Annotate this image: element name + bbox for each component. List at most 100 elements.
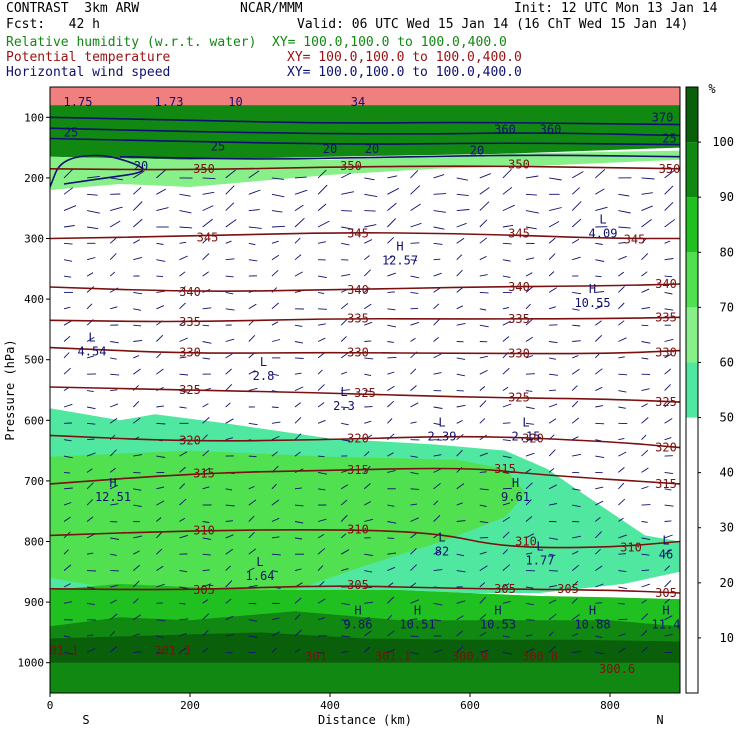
wind-arrow <box>202 521 210 523</box>
wind-arrow <box>502 386 509 391</box>
wind-arrow <box>410 517 419 522</box>
wind-arrow <box>364 255 370 261</box>
wind-arrow <box>318 308 327 310</box>
wind-arrow <box>572 324 581 327</box>
wind-arrow <box>410 242 420 244</box>
wind-arrow <box>248 226 262 229</box>
wind-arrow <box>502 367 510 375</box>
wind-arrow <box>179 618 189 621</box>
wind-arrow <box>110 553 117 556</box>
wind-arrow <box>109 631 116 637</box>
x-axis-right-label: N <box>656 713 663 727</box>
field-rh-xy: XY= 100.0,100.0 to 100.0,400.0 <box>272 35 507 50</box>
wind-arrow <box>479 324 489 328</box>
valid-time: Valid: 06 UTC Wed 15 Jan 14 (16 ChT Wed … <box>297 17 689 32</box>
wind-arrow <box>202 357 210 360</box>
wind-arrow <box>340 352 349 359</box>
wind-arrow <box>433 226 445 230</box>
wind-arrow <box>664 549 672 555</box>
wind-arrow <box>63 352 70 359</box>
wind-arrow <box>294 386 304 392</box>
wind-arrow <box>456 502 463 506</box>
isentrope-330 <box>50 346 680 355</box>
wind-arrow <box>317 518 327 522</box>
wind-arrow <box>664 471 674 475</box>
wind-arrow <box>618 498 626 506</box>
colorbar-segment <box>686 142 698 198</box>
wind-arrow <box>433 272 442 277</box>
wind-arrow <box>179 241 187 244</box>
extremum-marker: H <box>414 603 421 617</box>
wind-arrow <box>341 422 349 426</box>
wind-arrow <box>502 307 509 310</box>
wind-arrow <box>456 373 465 377</box>
wind-arrow <box>86 272 94 277</box>
wind-arrow <box>479 521 489 524</box>
wind-arrow <box>641 504 651 506</box>
wind-arrow <box>225 580 233 588</box>
wind-arrow <box>456 305 463 310</box>
wind-arrow <box>549 503 558 506</box>
wind-arrow <box>433 258 441 261</box>
wind-arrow <box>387 371 395 375</box>
wind-arrow <box>549 341 558 344</box>
extremum-marker: H <box>589 603 596 617</box>
wind-arrow <box>294 357 304 359</box>
wind-arrow <box>479 471 487 473</box>
wind-arrow <box>410 222 422 228</box>
wind-arrow <box>410 307 419 310</box>
wind-arrow <box>109 237 117 244</box>
wind-arrow <box>387 552 396 555</box>
wind-arrow <box>132 201 143 211</box>
wind-arrow <box>456 237 465 244</box>
wind-arrow <box>571 385 578 391</box>
wind-contour-1 <box>50 127 680 137</box>
axes-layer: 100 200 300 400 500 600 700 800 900 1000 0 200 400 60… <box>18 111 620 712</box>
wind-arrow <box>225 520 233 522</box>
wind-arrow <box>248 334 256 342</box>
wind-arrow <box>271 617 280 621</box>
wind-arrow <box>502 531 510 539</box>
wind-arrow <box>456 269 463 277</box>
wind-arrow <box>202 341 212 344</box>
wind-arrow <box>479 369 488 375</box>
wind-arrow <box>571 218 582 228</box>
wind-arrow <box>502 403 512 408</box>
wind-arrow <box>387 630 395 637</box>
wind-arrow <box>364 239 373 244</box>
field-wind-name: Horizontal wind speed <box>6 65 171 80</box>
wind-arrow <box>595 242 603 245</box>
wind-arrow <box>410 488 420 490</box>
wind-arrow <box>202 307 212 310</box>
wind-arrow <box>271 499 280 506</box>
extremum-marker: L <box>438 415 445 429</box>
wind-arrow <box>225 598 232 604</box>
y-tick-label: 800 <box>24 536 44 549</box>
wind-arrow <box>156 422 166 425</box>
wind-contour-3 <box>50 154 144 188</box>
wind-arrow <box>63 259 73 262</box>
wind-arrow <box>156 500 165 506</box>
wind-arrow <box>410 455 418 458</box>
isentrope-345 <box>50 232 680 240</box>
wind-arrow <box>341 226 354 230</box>
wind-arrow <box>340 336 347 342</box>
wind-arrow <box>317 184 328 195</box>
wind-arrow <box>525 286 534 293</box>
wind-arrow <box>340 514 348 522</box>
wind-arrow <box>595 320 602 326</box>
wind-arrow <box>202 629 209 637</box>
wind-arrow <box>387 187 400 195</box>
wind-arrow <box>271 210 283 213</box>
wind-arrow <box>641 341 651 344</box>
wind-arrow <box>618 320 625 326</box>
wind-arrow <box>271 483 277 490</box>
wind-arrow <box>595 259 605 262</box>
wind-arrow <box>456 553 465 557</box>
wind-arrow <box>410 321 420 326</box>
wind-arrow <box>364 210 376 212</box>
wind-arrow <box>387 272 396 277</box>
wind-speed-label: 20 <box>323 142 337 156</box>
wind-arrow <box>317 598 326 604</box>
isentrope-340 <box>50 283 680 292</box>
